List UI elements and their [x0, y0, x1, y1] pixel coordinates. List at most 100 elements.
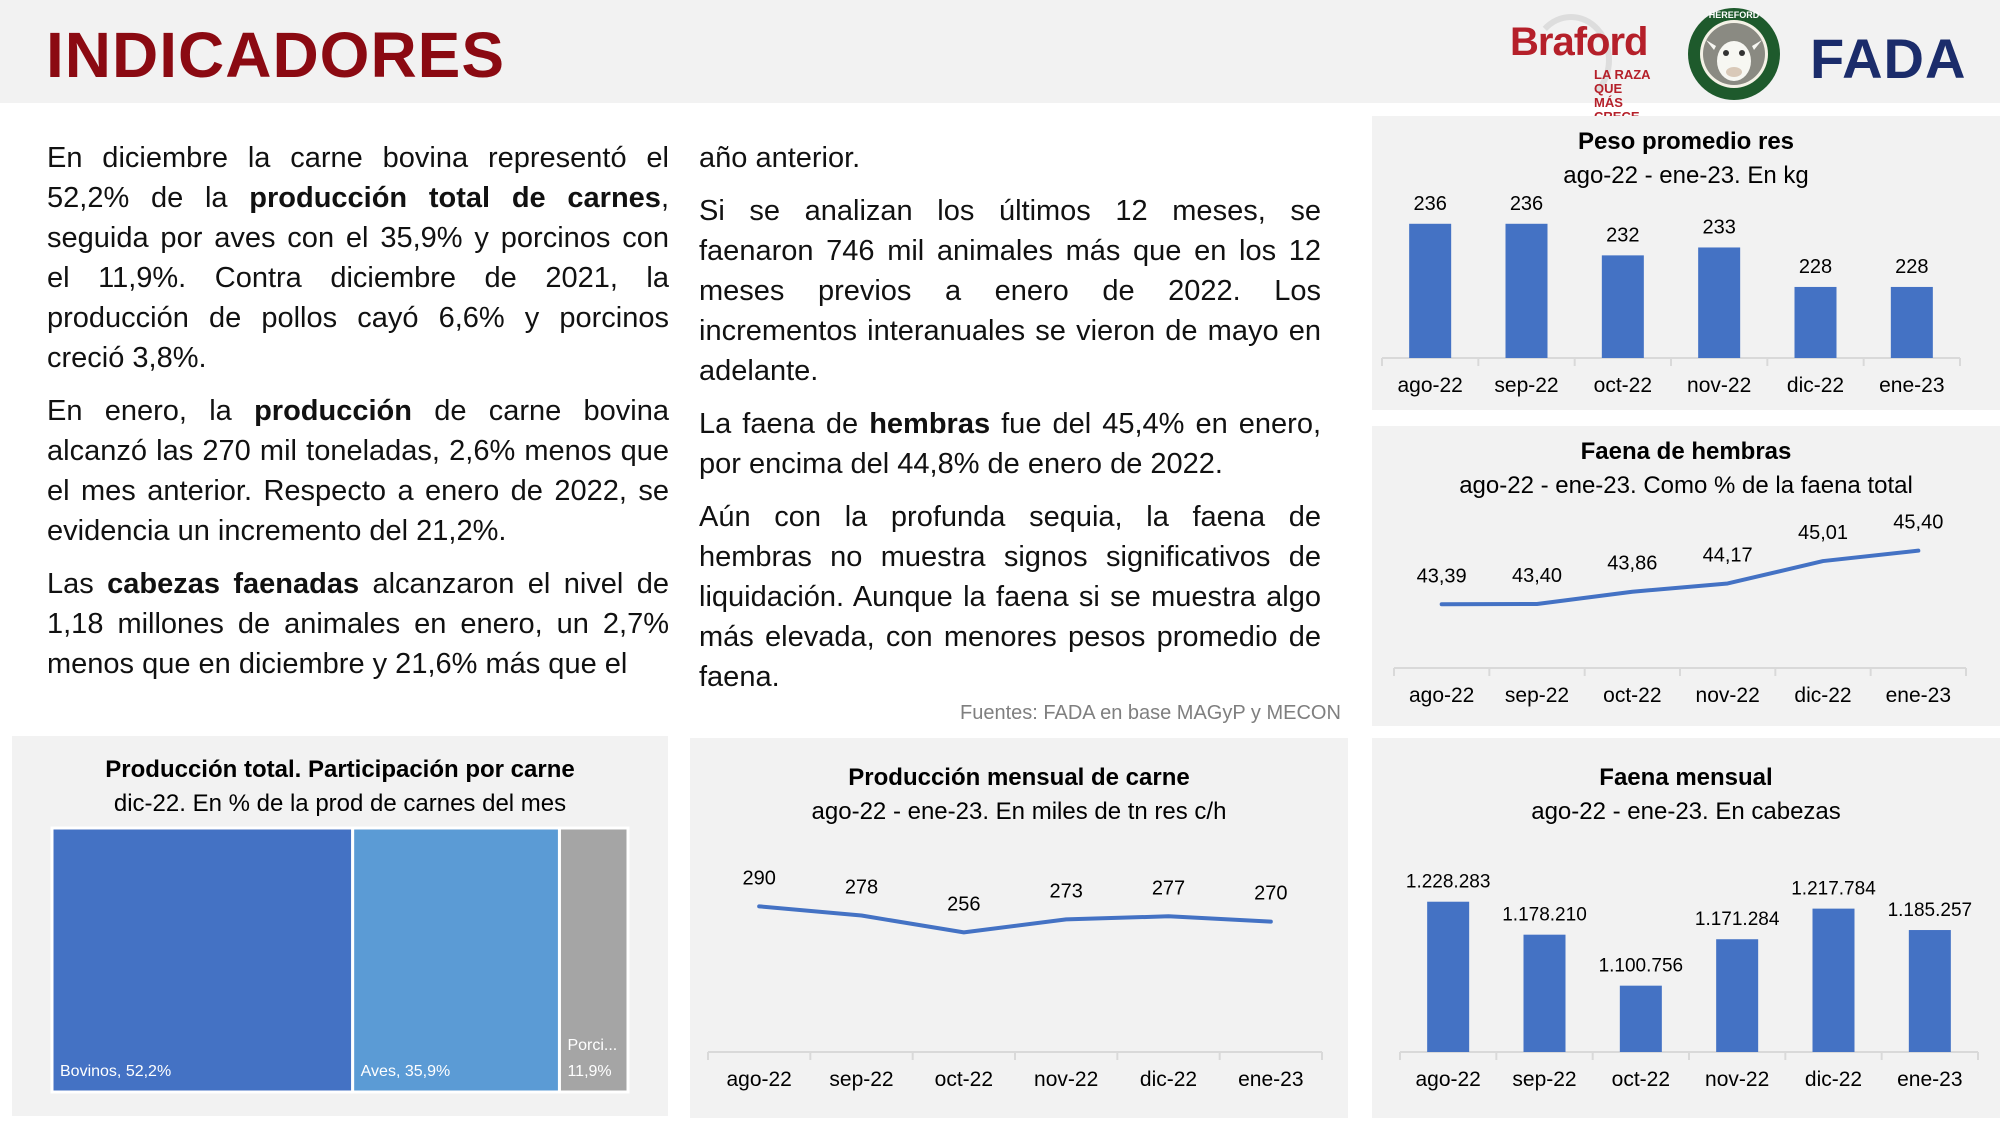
braford-logo: Braford LA RAZA QUE MÁS CRECE: [1510, 14, 1670, 124]
paragraph-twelve-months: Si se analizan los últimos 12 meses, se …: [699, 195, 1321, 387]
x-tick-label: ago-22: [1397, 374, 1462, 397]
x-tick-label: oct-22: [935, 1068, 993, 1091]
chart-panel-peso: Peso promedio res ago-22 - ene-23. En kg…: [1372, 116, 2000, 410]
paragraph-continuation: año anterior.: [699, 142, 861, 174]
chart-panel-produccion: Producción mensual de carne ago-22 - ene…: [690, 738, 1348, 1118]
data-label: 1.228.283: [1406, 872, 1491, 893]
chart-title: Peso promedio res: [1577, 128, 1795, 155]
x-tick-label: ene-23: [1886, 684, 1951, 707]
x-tick-label: dic-22: [1140, 1068, 1197, 1091]
data-label: 290: [742, 867, 775, 889]
x-tick-label: nov-22: [1034, 1068, 1098, 1091]
chart-title: Producción total. Participación por carn…: [105, 756, 575, 783]
x-tick-label: ago-22: [726, 1068, 791, 1091]
bar: [1908, 930, 1951, 1052]
x-tick-label: nov-22: [1705, 1068, 1769, 1091]
data-label: 273: [1049, 880, 1082, 902]
x-tick-label: nov-22: [1687, 374, 1751, 397]
chart-panel-hembras: Faena de hembras ago-22 - ene-23. Como %…: [1372, 426, 2000, 726]
data-label: 45,40: [1893, 512, 1943, 534]
text-column-right: año anterior. Si se analizan los últimos…: [699, 138, 1321, 710]
bar: [1890, 286, 1933, 358]
data-label: 232: [1606, 224, 1639, 246]
treemap-cell: [557, 826, 630, 1094]
data-label: 45,01: [1798, 522, 1848, 544]
data-label: 1.171.284: [1695, 909, 1780, 930]
data-label: 43,40: [1512, 565, 1562, 587]
braford-name: Braford: [1510, 20, 1648, 64]
bar: [1505, 223, 1548, 358]
bar: [1427, 901, 1470, 1052]
data-label: 233: [1702, 216, 1735, 238]
chart-title: Producción mensual de carne: [848, 764, 1190, 791]
x-tick-label: dic-22: [1805, 1068, 1862, 1091]
data-label: 1.178.210: [1502, 905, 1587, 926]
bar: [1601, 255, 1644, 358]
paragraph-beef-production: En enero, la producción de carne bovina …: [47, 395, 669, 547]
series-line: [757, 904, 1273, 935]
header-bar: INDICADORES Braford LA RAZA QUE MÁS CREC…: [0, 0, 2000, 124]
data-label: 278: [845, 877, 878, 899]
chart-subtitle: ago-22 - ene-23. En miles de tn res c/h: [811, 798, 1227, 825]
treemap-label: Aves, 35,9%: [361, 1063, 451, 1080]
data-label: 256: [947, 893, 980, 915]
chart-panel-participacion: Producción total. Participación por carn…: [12, 736, 668, 1116]
braford-tagline-1: LA RAZA QUE: [1594, 67, 1651, 96]
treemap-label: Porci...: [567, 1037, 617, 1054]
bar: [1794, 286, 1837, 358]
bar: [1698, 247, 1741, 358]
x-tick-label: ene-23: [1897, 1068, 1962, 1091]
line-chart-produccion: 290 ago-22 278 sep-22 256 oct-22 273 nov-22 277 d…: [707, 867, 1323, 1091]
treemap-value-label: 11,9%: [567, 1063, 611, 1080]
data-label: 43,86: [1607, 553, 1657, 575]
bar: [1409, 223, 1452, 358]
chart-panel-faena: Faena mensual ago-22 - ene-23. En cabeza…: [1372, 738, 2000, 1118]
chart-subtitle: ago-22 - ene-23. Como % de la faena tota…: [1459, 472, 1913, 499]
x-tick-label: sep-22: [1505, 684, 1569, 707]
braford-swoosh-icon: [1530, 14, 1612, 106]
bar: [1812, 908, 1855, 1052]
hereford-seal-icon: HEREFORD: [1688, 8, 1780, 100]
bar: [1619, 985, 1662, 1052]
paragraph-production-share: En diciembre la carne bovina representó …: [47, 142, 669, 374]
data-label: 43,39: [1417, 565, 1467, 587]
x-tick-label: nov-22: [1696, 684, 1760, 707]
x-tick-label: sep-22: [829, 1068, 893, 1091]
page-title: INDICADORES: [46, 19, 506, 91]
chart-title: Faena de hembras: [1580, 438, 1792, 465]
x-tick-label: ene-23: [1879, 374, 1944, 397]
paragraph-drought: Aún con la profunda sequia, la faena de …: [699, 501, 1321, 693]
hereford-seal-text: HEREFORD: [1709, 10, 1760, 20]
treemap-cell: [50, 826, 355, 1094]
treemap-participacion: Bovinos, 52,2% Aves, 35,9% Porci... 11,9%: [50, 826, 630, 1094]
braford-tagline: LA RAZA QUE MÁS CRECE: [1594, 68, 1670, 124]
data-label: 236: [1510, 193, 1543, 215]
chart-subtitle: ago-22 - ene-23. En cabezas: [1531, 798, 1841, 825]
data-label: 44,17: [1703, 544, 1753, 566]
x-tick-label: ago-22: [1409, 684, 1474, 707]
fada-logo: FADA: [1810, 27, 1967, 90]
data-label: 277: [1152, 877, 1185, 899]
line-chart-hembras: 43,39 ago-22 43,40 sep-22 43,86 oct-22 44,17 no…: [1393, 512, 1967, 707]
treemap-label: Bovinos, 52,2%: [60, 1063, 171, 1080]
treemap-cell: [351, 826, 561, 1094]
source-note: Fuentes: FADA en base MAGyP y MECON: [960, 702, 1341, 724]
data-label: 1.100.756: [1599, 956, 1684, 977]
data-label: 228: [1895, 256, 1928, 278]
bar-chart-peso: 236 ago-22 236 sep-22 232 oct-22 233 nov-22 228 d…: [1381, 193, 1961, 397]
x-tick-label: oct-22: [1612, 1068, 1670, 1091]
x-tick-label: ene-23: [1238, 1068, 1303, 1091]
x-tick-label: ago-22: [1415, 1068, 1480, 1091]
bar: [1523, 934, 1566, 1052]
x-tick-label: dic-22: [1787, 374, 1844, 397]
data-label: 236: [1413, 193, 1446, 215]
chart-title: Faena mensual: [1599, 764, 1773, 791]
data-label: 1.217.784: [1791, 879, 1876, 900]
x-tick-label: oct-22: [1594, 374, 1652, 397]
data-label: 228: [1799, 256, 1832, 278]
series-line: [1439, 548, 1921, 607]
paragraph-female-slaughter: La faena de hembras fue del 45,4% en ene…: [699, 408, 1321, 480]
chart-subtitle: ago-22 - ene-23. En kg: [1563, 162, 1809, 189]
data-label: 1.185.257: [1888, 900, 1973, 921]
text-column-left: En diciembre la carne bovina representó …: [47, 138, 669, 697]
